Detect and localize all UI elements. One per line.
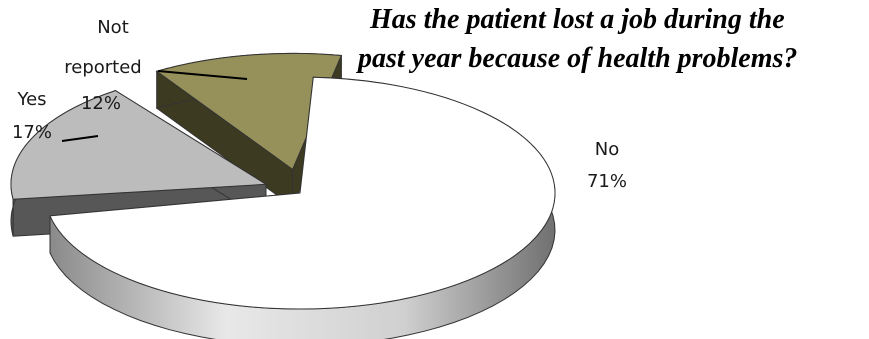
pie-slice-no-top	[49, 76, 556, 310]
label-not-reported-value: 12%	[81, 93, 121, 114]
label-yes-name: Yes	[16, 89, 46, 110]
label-yes-value: 17%	[12, 122, 52, 143]
chart-title-line-1: Has the patient lost a job during the	[369, 4, 785, 35]
leader-line-not-reported	[157, 70, 248, 80]
chart-title-line-2: past year because of health problems?	[356, 43, 797, 74]
label-no-value: 71%	[587, 171, 627, 192]
label-not-reported-line-1: Not	[97, 17, 129, 38]
pie-slice-yes-top	[10, 90, 268, 200]
label-not-reported-line-2: reported	[64, 57, 141, 78]
label-no-name: No	[595, 139, 619, 160]
pie-slice-not-reported-top	[155, 52, 343, 171]
pie-slice-no	[49, 76, 556, 339]
pie-slices	[10, 52, 556, 339]
leader-line-yes	[61, 135, 99, 142]
